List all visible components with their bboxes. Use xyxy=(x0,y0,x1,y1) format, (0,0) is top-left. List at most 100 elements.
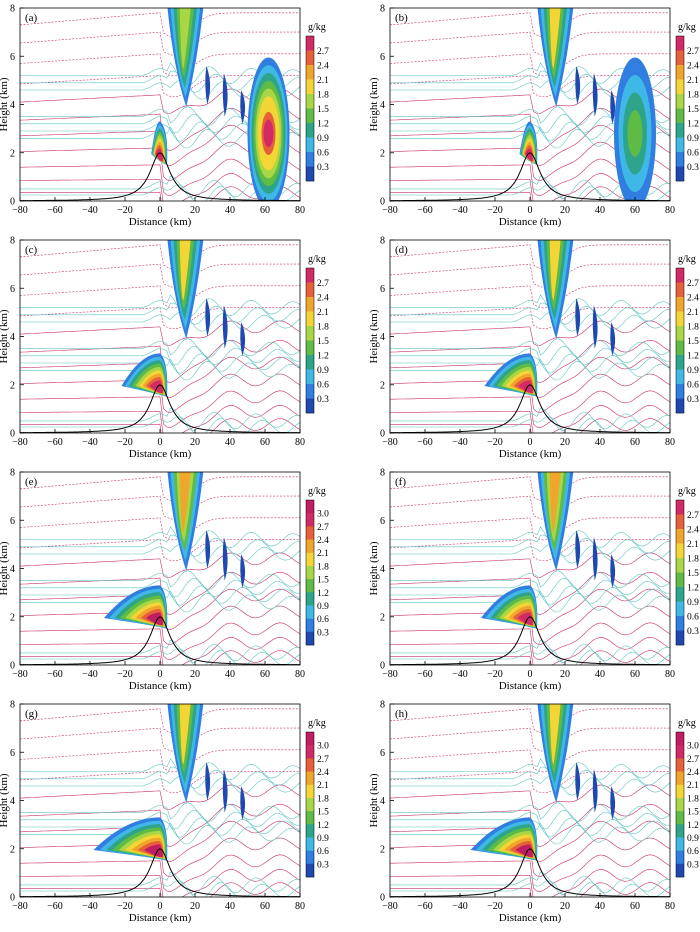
orographic-cloud-band xyxy=(149,380,163,394)
theta-contour xyxy=(390,338,670,358)
x-axis-label: Distance (km) xyxy=(129,448,192,460)
colorbar-tick-label: 0.3 xyxy=(687,627,699,637)
theta-contour xyxy=(20,534,300,557)
terrain-profile xyxy=(390,152,670,201)
colorbar-tick-label: 2.7 xyxy=(687,511,699,521)
temp-contour xyxy=(20,53,300,77)
colorbar-segment xyxy=(306,50,314,66)
temp-contour xyxy=(390,854,670,892)
theta-contour xyxy=(390,62,670,86)
theta-contour xyxy=(390,294,670,318)
temp-contour xyxy=(20,244,300,270)
theta-contour xyxy=(390,802,670,822)
x-tick-label: −80 xyxy=(12,205,28,216)
colorbar-segment xyxy=(306,152,314,167)
temp-contour xyxy=(20,622,300,660)
colorbar-segment xyxy=(306,79,314,95)
theta-contour xyxy=(20,648,300,665)
y-tick-label: 2 xyxy=(380,612,385,623)
colorbar-tick-label: 3.0 xyxy=(687,742,699,752)
lee-plume-band xyxy=(549,8,561,69)
x-axis-label: Distance (km) xyxy=(499,448,562,460)
y-tick-label: 0 xyxy=(380,197,385,208)
x-tick-label: 0 xyxy=(528,669,533,680)
temp-contour xyxy=(20,263,300,288)
colorbar-tick-label: 2.1 xyxy=(687,781,699,791)
colorbar-tick-label: 2.7 xyxy=(687,755,699,765)
x-tick-label: 40 xyxy=(595,901,605,912)
lee-wave-cloud xyxy=(610,90,616,124)
x-tick-label: 20 xyxy=(190,669,200,680)
colorbar-segment xyxy=(676,771,684,786)
colorbar-tick-label: 1.2 xyxy=(317,589,329,599)
temp-contour xyxy=(390,784,670,810)
x-tick-label: −80 xyxy=(12,901,28,912)
colorbar-segment xyxy=(676,616,684,631)
colorbar-segment xyxy=(306,745,314,759)
temp-contour xyxy=(20,784,300,810)
x-tick-label: 60 xyxy=(630,901,640,912)
y-tick-label: 6 xyxy=(10,52,15,63)
colorbar-segment xyxy=(676,529,684,544)
colorbar-tick-label: 0.3 xyxy=(317,163,329,173)
theta-contour xyxy=(390,880,670,897)
axes-frame xyxy=(19,703,301,898)
x-tick-label: 0 xyxy=(528,205,533,216)
colorbar-tick-label: 0.6 xyxy=(687,847,699,857)
axes-frame xyxy=(19,239,301,434)
y-tick-label: 4 xyxy=(10,332,15,343)
x-axis-label: Distance (km) xyxy=(499,216,562,228)
x-tick-label: 80 xyxy=(665,901,675,912)
x-tick-label: −80 xyxy=(382,901,398,912)
plot-area xyxy=(20,8,300,201)
temp-contour xyxy=(20,186,300,201)
colorbar-segment xyxy=(306,36,314,51)
y-axis-label: Height (km) xyxy=(0,541,10,595)
colorbar-segment xyxy=(676,282,684,298)
colorbar-segment xyxy=(306,824,314,838)
colorbar-tick-label: 1.5 xyxy=(687,337,699,347)
colorbar-segment xyxy=(306,592,314,606)
colorbar-tick-label: 2.1 xyxy=(317,549,329,559)
colorbar: 0.3 0.6 0.9 1.2 1.5 1.8 2.1 2.4 2.7 g/kg xyxy=(675,254,699,414)
lee-wave-cloud xyxy=(610,554,616,588)
colorbar-segment xyxy=(676,601,684,617)
orographic-cloud-band xyxy=(515,844,533,858)
colorbar-tick-label: 1.5 xyxy=(687,808,699,818)
colorbar-segment xyxy=(306,123,314,138)
colorbar-segment xyxy=(306,850,314,865)
colorbar-segment xyxy=(306,579,314,593)
x-tick-label: 0 xyxy=(158,437,163,448)
colorbar-tick-label: 2.7 xyxy=(687,47,699,57)
x-axis-label: Distance (km) xyxy=(129,216,192,228)
temp-contour xyxy=(20,636,300,665)
lee-wave-cloud xyxy=(575,529,581,569)
colorbar-segment xyxy=(306,631,314,646)
theta-contour xyxy=(390,311,670,332)
y-tick-label: 2 xyxy=(10,844,15,855)
axes-frame xyxy=(389,239,671,434)
colorbar-unit-label: g/kg xyxy=(678,22,696,33)
y-axis-label: Height (km) xyxy=(368,309,380,363)
plot-area xyxy=(390,472,670,665)
temp-contour xyxy=(20,320,300,346)
colorbar-segment xyxy=(306,108,314,124)
x-tick-label: 20 xyxy=(560,437,570,448)
plot-area xyxy=(390,240,670,433)
colorbar-frame xyxy=(675,731,685,878)
x-tick-label: 60 xyxy=(630,437,640,448)
colorbar-tick-label: 1.2 xyxy=(687,352,699,362)
x-tick-label: −40 xyxy=(452,669,468,680)
x-tick-label: 20 xyxy=(560,669,570,680)
colorbar-segment xyxy=(306,369,314,385)
lee-wave-cloud xyxy=(240,554,246,588)
theta-contour xyxy=(390,639,670,663)
temp-contour xyxy=(390,186,670,201)
colorbar-tick-label: 1.2 xyxy=(317,821,329,831)
colorbar-tick-label: 1.2 xyxy=(317,120,329,130)
colorbar-tick-label: 1.2 xyxy=(687,821,699,831)
panel: −80 −60 −40 −20 0 20 40 60 80 0 2 4 6 8 Distance (km) H… xyxy=(0,236,329,461)
colorbar-tick-label: 1.2 xyxy=(687,584,699,594)
theta-contour xyxy=(20,407,300,431)
x-tick-label: 80 xyxy=(665,669,675,680)
